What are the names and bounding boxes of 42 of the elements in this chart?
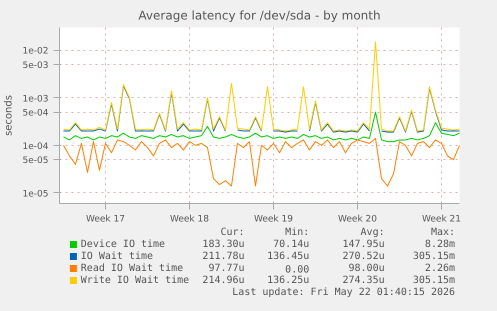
- text: Avg:: [360, 227, 385, 238]
- text: 2.26m: [424, 263, 456, 274]
- y-tick-label: 1e-05: [22, 189, 49, 200]
- text: 98.00u: [348, 263, 385, 274]
- text: 211.78u: [202, 251, 245, 262]
- text: 214.96u: [202, 275, 245, 286]
- legend-label: IO Wait time: [80, 251, 154, 262]
- text: 270.52u: [342, 251, 385, 262]
- line-series: [62, 41, 460, 132]
- text: 0.00: [285, 264, 310, 276]
- legend-label: Device IO time: [80, 239, 166, 250]
- y-tick-label: 1e-04: [22, 142, 49, 152]
- x-tick-label: Week 21: [422, 214, 461, 224]
- text: Cur:: [220, 227, 245, 238]
- text: 274.35u: [342, 275, 385, 286]
- y-tick-label: 1e-03: [22, 94, 49, 104]
- x-tick-label: Week 19: [254, 214, 294, 224]
- line-series: [62, 138, 460, 186]
- chart-title: Average latency for /dev/sda - by month: [138, 8, 381, 22]
- y-tick-label: 5e-03: [22, 61, 49, 72]
- y-axis-title: seconds: [4, 95, 15, 136]
- line-series: [62, 112, 460, 142]
- text: Min:: [285, 227, 310, 238]
- text: 183.30u: [202, 239, 245, 250]
- text: Last update: Fri May 22 01:40:15 2026: [232, 287, 456, 298]
- legend-label: Write IO Wait time: [80, 275, 190, 286]
- text: 136.25u: [267, 275, 310, 286]
- legend-label: Read IO Wait time: [80, 263, 184, 274]
- text: 97.77u: [208, 263, 245, 274]
- x-tick-label: Week 18: [170, 214, 210, 224]
- text: Max:: [430, 227, 456, 238]
- text: 305.15m: [412, 251, 456, 262]
- y-tick-label: 1e-02: [22, 46, 49, 57]
- text: 70.14u: [273, 239, 310, 250]
- x-tick-label: Week 20: [338, 214, 378, 224]
- y-tick-label: 5e-05: [22, 156, 49, 166]
- text: 8.28m: [424, 239, 456, 250]
- x-tick-label: Week 17: [86, 214, 125, 224]
- text: 136.45u: [267, 251, 310, 262]
- text: 147.95u: [342, 239, 385, 250]
- y-tick-label: 5e-04: [22, 108, 49, 119]
- text: 305.15m: [412, 275, 456, 286]
